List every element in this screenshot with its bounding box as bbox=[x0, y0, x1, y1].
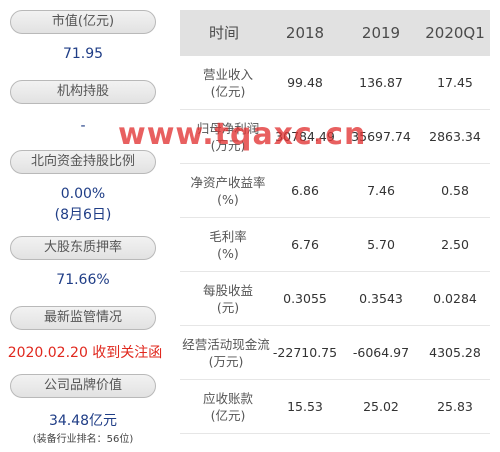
table-cell: 0.0284 bbox=[433, 291, 477, 306]
market-cap-label: 市值(亿元) bbox=[10, 10, 156, 34]
table-row: 毛利率 (%) 6.76 5.70 2.50 bbox=[180, 218, 490, 272]
institutional-holding-value: - bbox=[80, 118, 86, 134]
table-cell: 17.45 bbox=[437, 75, 473, 90]
row-label: 应收账款 (亿元) bbox=[202, 391, 253, 423]
table-cell: 2.50 bbox=[441, 237, 469, 252]
northbound-holding-date: (8月6日) bbox=[54, 207, 112, 223]
brand-value-value: 34.48亿元 bbox=[48, 413, 118, 429]
northbound-holding-value: 0.00% bbox=[60, 186, 106, 202]
regulatory-status-value: 2020.02.20 收到关注函 bbox=[7, 345, 163, 361]
regulatory-status-label: 最新监管情况 bbox=[10, 306, 156, 330]
table-cell: 6.76 bbox=[291, 237, 319, 252]
table-cell: 15.53 bbox=[287, 399, 323, 414]
table-header: 时间 2018 2019 2020Q1 bbox=[180, 10, 490, 56]
table-cell: -6064.97 bbox=[352, 345, 410, 360]
table-cell: -22710.75 bbox=[272, 345, 338, 360]
header-2020q1: 2020Q1 bbox=[425, 24, 485, 42]
row-label: 每股收益 (元) bbox=[202, 283, 253, 315]
table-cell: 99.48 bbox=[287, 75, 323, 90]
header-year-2019: 2019 bbox=[361, 24, 401, 42]
table-row: 应收账款 (亿元) 15.53 25.02 25.83 bbox=[180, 380, 490, 434]
table-row: 经营活动现金流 (万元) -22710.75 -6064.97 4305.28 bbox=[180, 326, 490, 380]
table-cell: 30784.49 bbox=[275, 129, 335, 144]
brand-value-label: 公司品牌价值 bbox=[10, 374, 156, 398]
row-label: 营业收入 (亿元) bbox=[202, 67, 253, 99]
header-time: 时间 bbox=[208, 24, 239, 42]
table-cell: 35697.74 bbox=[351, 129, 411, 144]
table-row: 净资产收益率 (%) 6.86 7.46 0.58 bbox=[180, 164, 490, 218]
table-row: 每股收益 (元) 0.3055 0.3543 0.0284 bbox=[180, 272, 490, 326]
table-cell: 0.3543 bbox=[359, 291, 403, 306]
table-cell: 25.83 bbox=[437, 399, 473, 414]
brand-value-rank-note: (装备行业排名：56位) bbox=[32, 434, 134, 445]
table-cell: 2863.34 bbox=[429, 129, 481, 144]
table-row: 归母净利润 (万元) 30784.49 35697.74 2863.34 bbox=[180, 110, 490, 164]
market-cap-value: 71.95 bbox=[62, 46, 104, 62]
row-label: 净资产收益率 (%) bbox=[190, 175, 266, 207]
table-cell: 0.3055 bbox=[283, 291, 327, 306]
row-label: 归母净利润 (万元) bbox=[196, 121, 260, 153]
row-label: 毛利率 (%) bbox=[209, 229, 247, 261]
table-cell: 4305.28 bbox=[429, 345, 481, 360]
header-year-2018: 2018 bbox=[285, 24, 325, 42]
table-cell: 5.70 bbox=[367, 237, 395, 252]
pledge-rate-label: 大股东质押率 bbox=[10, 236, 156, 260]
table-cell: 25.02 bbox=[363, 399, 399, 414]
table-cell: 0.58 bbox=[441, 183, 469, 198]
table-cell: 136.87 bbox=[359, 75, 403, 90]
table-cell: 6.86 bbox=[291, 183, 319, 198]
pledge-rate-value: 71.66% bbox=[56, 272, 110, 288]
table-row: 营业收入 (亿元) 99.48 136.87 17.45 bbox=[180, 56, 490, 110]
table-cell: 7.46 bbox=[367, 183, 395, 198]
institutional-holding-label: 机构持股 bbox=[10, 80, 156, 104]
row-label: 经营活动现金流 (万元) bbox=[182, 337, 270, 369]
northbound-holding-label: 北向资金持股比例 bbox=[10, 150, 156, 174]
